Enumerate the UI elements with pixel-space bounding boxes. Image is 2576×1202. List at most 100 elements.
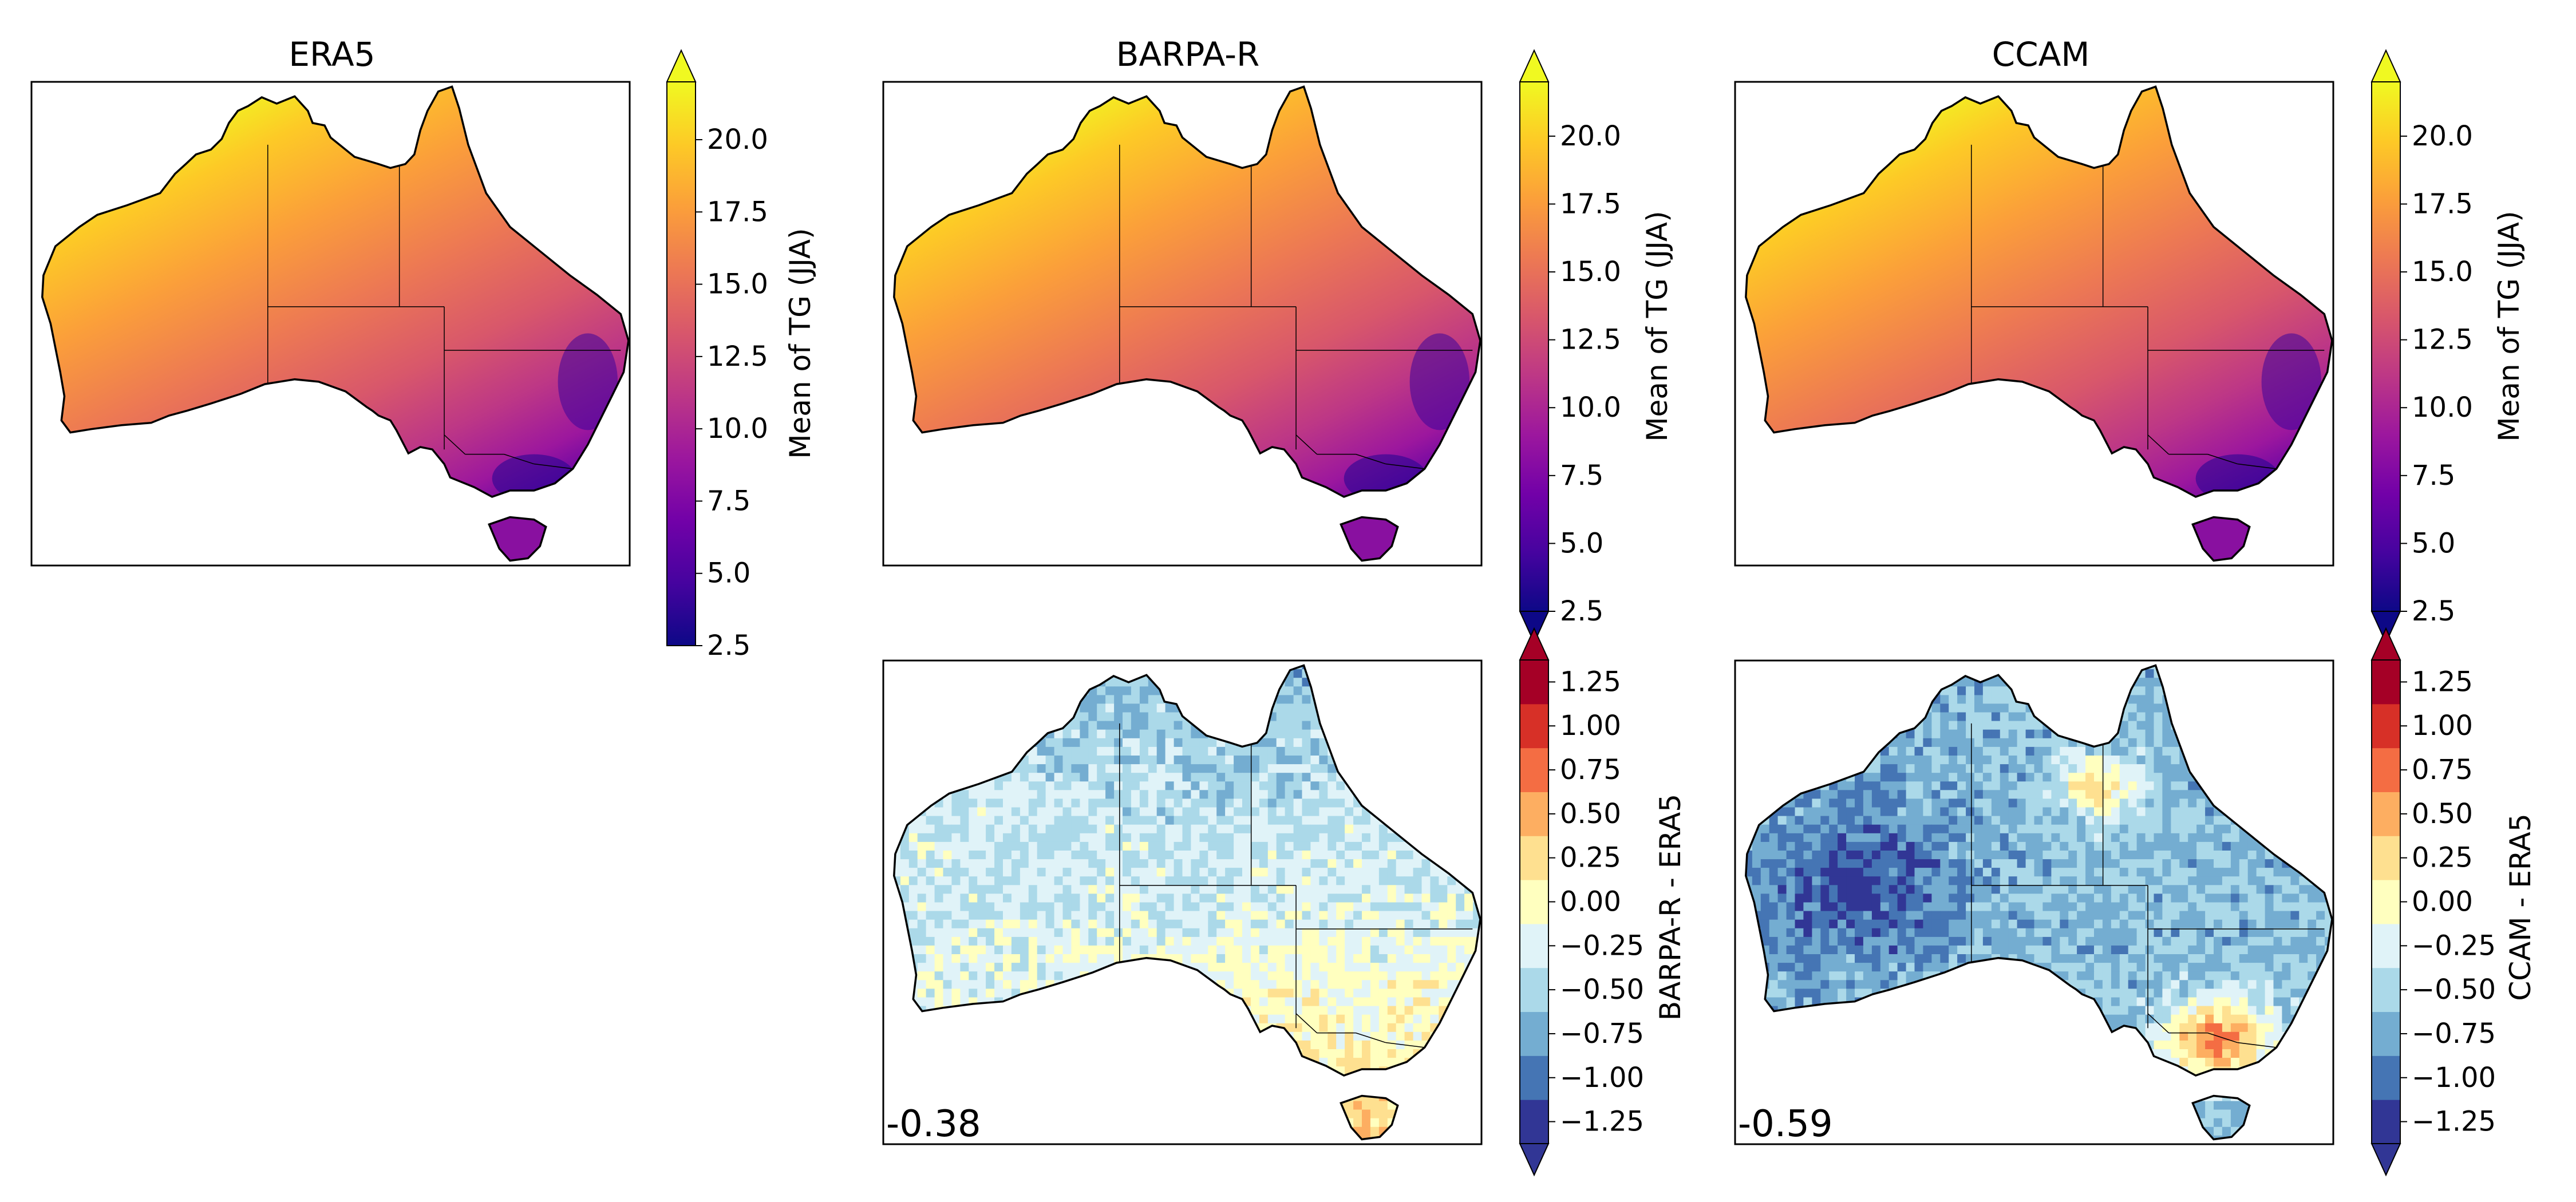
colorbar-tick-label: 20.0 — [707, 124, 768, 156]
colorbar-tick-label: 5.0 — [1560, 527, 1603, 559]
colorbar-tick-label: 20.0 — [2412, 120, 2473, 152]
coastline-tasmania — [2191, 516, 2251, 562]
colorbar-tick-label: 17.5 — [2412, 188, 2473, 220]
colorbar-extend-max — [2370, 49, 2401, 82]
colorbar-tick-label: 20.0 — [1560, 120, 1621, 152]
colorbar-segment — [2372, 1011, 2400, 1056]
state-border — [2237, 463, 2277, 469]
colorbar-label: Mean of TG (JJA) — [2492, 211, 2526, 441]
colorbar-tick-label: −1.25 — [2412, 1106, 2496, 1138]
state-border — [1385, 463, 1425, 469]
colorbar-segment — [2372, 792, 2400, 836]
colorbar-tick-label: 0.50 — [2412, 798, 2473, 830]
state-border — [2207, 453, 2238, 465]
colorbar-bar — [2372, 82, 2400, 611]
colorbar-label: Mean of TG (JJA) — [1641, 211, 1674, 441]
state-border — [2147, 434, 2170, 455]
colorbar-tick-label: 5.0 — [2412, 527, 2455, 559]
colorbar-tick-label: 15.0 — [1560, 256, 1621, 288]
colorbar-segment — [1520, 880, 1548, 924]
map-barpa-r-diff — [882, 659, 1483, 1145]
colorbar-bar — [667, 82, 696, 646]
colorbar-tick-label: 12.5 — [707, 341, 768, 373]
colorbar-tick-label: 0.25 — [2412, 842, 2473, 874]
coastline-tasmania — [2191, 1094, 2251, 1141]
colorbar-tick-label: 7.5 — [707, 485, 750, 517]
colorbar-extend-max — [1519, 49, 1550, 82]
state-border — [1385, 1042, 1425, 1048]
state-border — [2147, 1013, 2170, 1034]
colorbar-tick-label: 10.0 — [707, 413, 768, 445]
colorbar-extend-min — [1519, 1143, 1550, 1177]
colorbar-segment — [1520, 1011, 1548, 1056]
colorbar-tick-label: 2.5 — [1560, 595, 1603, 627]
panel-ccam-minus-era5: 1.25 1.00 0.75 0.50 0.25 0.00 −0.25 −0.50 −0.75 −… — [1734, 627, 2537, 1177]
colorbar-tick-label: 17.5 — [707, 196, 768, 228]
colorbar-segment — [2372, 1100, 2400, 1144]
colorbar-label: Mean of TG (JJA) — [784, 228, 817, 458]
colorbar-tick-label: 0.25 — [1560, 842, 1621, 874]
colorbar-segment — [2372, 748, 2400, 792]
colorbar-extend-min — [2370, 1143, 2401, 1177]
colorbar-segment — [2372, 703, 2400, 749]
colorbar-ccam: 2.5 5.0 7.5 10.0 12.5 15.0 17.5 20.0 — [2370, 49, 2473, 645]
colorbar-tick-label: −1.25 — [1560, 1106, 1644, 1138]
coastline — [41, 85, 630, 498]
colorbar-segment — [1520, 660, 1548, 705]
colorbar-tick-label: −1.00 — [2412, 1062, 2496, 1094]
colorbar-tick-label: −0.25 — [1560, 930, 1644, 962]
colorbar-extend-max — [666, 49, 697, 82]
colorbar-era5: 2.5 5.0 7.5 10.0 12.5 15.0 17.5 20.0 — [666, 49, 768, 662]
state-border — [534, 463, 573, 469]
state-border — [1356, 453, 1386, 465]
panel-title: ERA5 — [289, 35, 375, 74]
colorbar-tick-label: 0.75 — [2412, 754, 2473, 786]
colorbar-tick-label: 12.5 — [2412, 324, 2473, 356]
panel-title: CCAM — [1992, 35, 2090, 74]
coastline — [1745, 664, 2333, 1077]
colorbar-segment — [2372, 660, 2400, 705]
colorbar-tick-label: 7.5 — [1560, 460, 1603, 492]
colorbar-tick-label: −1.00 — [1560, 1062, 1644, 1094]
colorbar-tick-label: 0.50 — [1560, 798, 1621, 830]
panel-ccam: CCAM 2.5 5.0 7.5 10.0 12.5 15.0 17.5 20.0 Mean … — [1734, 35, 2526, 645]
panel-barpa-r: BARPA-R 2.5 5.0 7.5 10.0 12.5 15.0 17.5 20.0 Me… — [882, 35, 1674, 645]
panel-barpa-r-minus-era5: 1.25 1.00 0.75 0.50 0.25 0.00 −0.25 −0.50 −0.75 −… — [882, 627, 1687, 1177]
colorbar-segment — [1520, 836, 1548, 880]
state-border — [444, 434, 466, 455]
state-border — [1295, 1013, 1318, 1034]
colorbar-segment — [1520, 967, 1548, 1013]
coastline-tasmania — [1340, 1094, 1399, 1141]
colorbar-bar — [1520, 82, 1548, 611]
colorbar-tick-label: 17.5 — [1560, 188, 1621, 220]
colorbar-segment — [2372, 923, 2400, 968]
colorbar-tick-label: −0.50 — [1560, 974, 1644, 1006]
colorbar-segment — [2372, 967, 2400, 1013]
colorbar-tick-label: −0.75 — [1560, 1018, 1644, 1050]
colorbar-tick-label: 12.5 — [1560, 324, 1621, 356]
colorbar-segment — [1520, 923, 1548, 968]
map-barpa-r — [882, 81, 1483, 567]
colorbar-segment — [1520, 792, 1548, 836]
colorbar-tick-label: 10.0 — [1560, 392, 1621, 424]
colorbar-tick-label: 10.0 — [2412, 392, 2473, 424]
colorbar-tick-label: 0.00 — [2412, 886, 2473, 918]
colorbar-segment — [1520, 1055, 1548, 1100]
state-border — [2237, 1042, 2277, 1048]
colorbar-segment — [2372, 1055, 2400, 1100]
colorbar-tick-label: 1.00 — [1560, 710, 1621, 742]
coastline — [893, 664, 1481, 1077]
colorbar-tick-label: 15.0 — [2412, 256, 2473, 288]
colorbar-frame — [1519, 81, 1549, 612]
colorbar-ccam-diff: 1.25 1.00 0.75 0.50 0.25 0.00 −0.25 −0.50 −0.75 −… — [2370, 627, 2496, 1177]
mean-bias-annotation: -0.59 — [1738, 1103, 1833, 1145]
colorbar-segment — [2372, 880, 2400, 924]
coastline — [893, 85, 1481, 498]
colorbar-frame — [666, 81, 696, 646]
colorbar-segment — [2372, 836, 2400, 880]
coastline-tasmania — [1340, 516, 1399, 562]
coastline-tasmania — [488, 516, 547, 562]
colorbar-tick-label: 7.5 — [2412, 460, 2455, 492]
state-border — [1356, 1032, 1386, 1043]
